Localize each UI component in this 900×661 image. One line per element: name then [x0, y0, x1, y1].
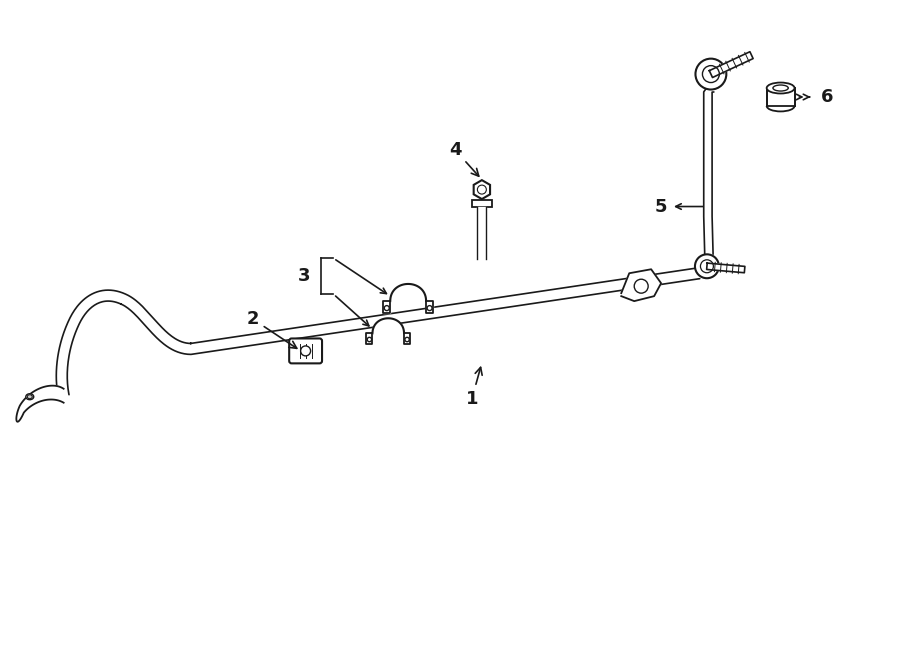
Circle shape	[405, 337, 410, 342]
Polygon shape	[373, 319, 404, 333]
Polygon shape	[709, 52, 753, 77]
Polygon shape	[383, 301, 391, 313]
Polygon shape	[366, 333, 373, 344]
Circle shape	[367, 337, 372, 342]
Polygon shape	[404, 333, 410, 344]
Text: 6: 6	[821, 88, 833, 106]
Ellipse shape	[26, 394, 34, 400]
Circle shape	[428, 305, 432, 311]
FancyBboxPatch shape	[289, 338, 322, 364]
Polygon shape	[621, 269, 662, 301]
Text: 3: 3	[298, 267, 310, 286]
Ellipse shape	[27, 395, 32, 399]
Polygon shape	[426, 301, 433, 313]
Polygon shape	[477, 206, 486, 259]
Polygon shape	[706, 263, 745, 273]
Polygon shape	[16, 385, 64, 422]
Text: 5: 5	[654, 198, 667, 215]
Circle shape	[384, 305, 390, 311]
Ellipse shape	[767, 83, 795, 93]
Circle shape	[301, 346, 310, 356]
Polygon shape	[57, 268, 700, 397]
Polygon shape	[391, 284, 426, 301]
Circle shape	[700, 260, 714, 273]
Bar	[472, 200, 491, 206]
Text: 4: 4	[449, 141, 479, 176]
Circle shape	[696, 59, 726, 89]
Circle shape	[477, 185, 486, 194]
Ellipse shape	[773, 85, 788, 91]
Text: 2: 2	[247, 310, 297, 348]
Bar	[767, 88, 795, 106]
Circle shape	[702, 65, 719, 83]
Text: 1: 1	[465, 368, 482, 408]
Circle shape	[695, 254, 719, 278]
Polygon shape	[704, 86, 714, 254]
Polygon shape	[473, 180, 491, 199]
Circle shape	[634, 279, 648, 293]
